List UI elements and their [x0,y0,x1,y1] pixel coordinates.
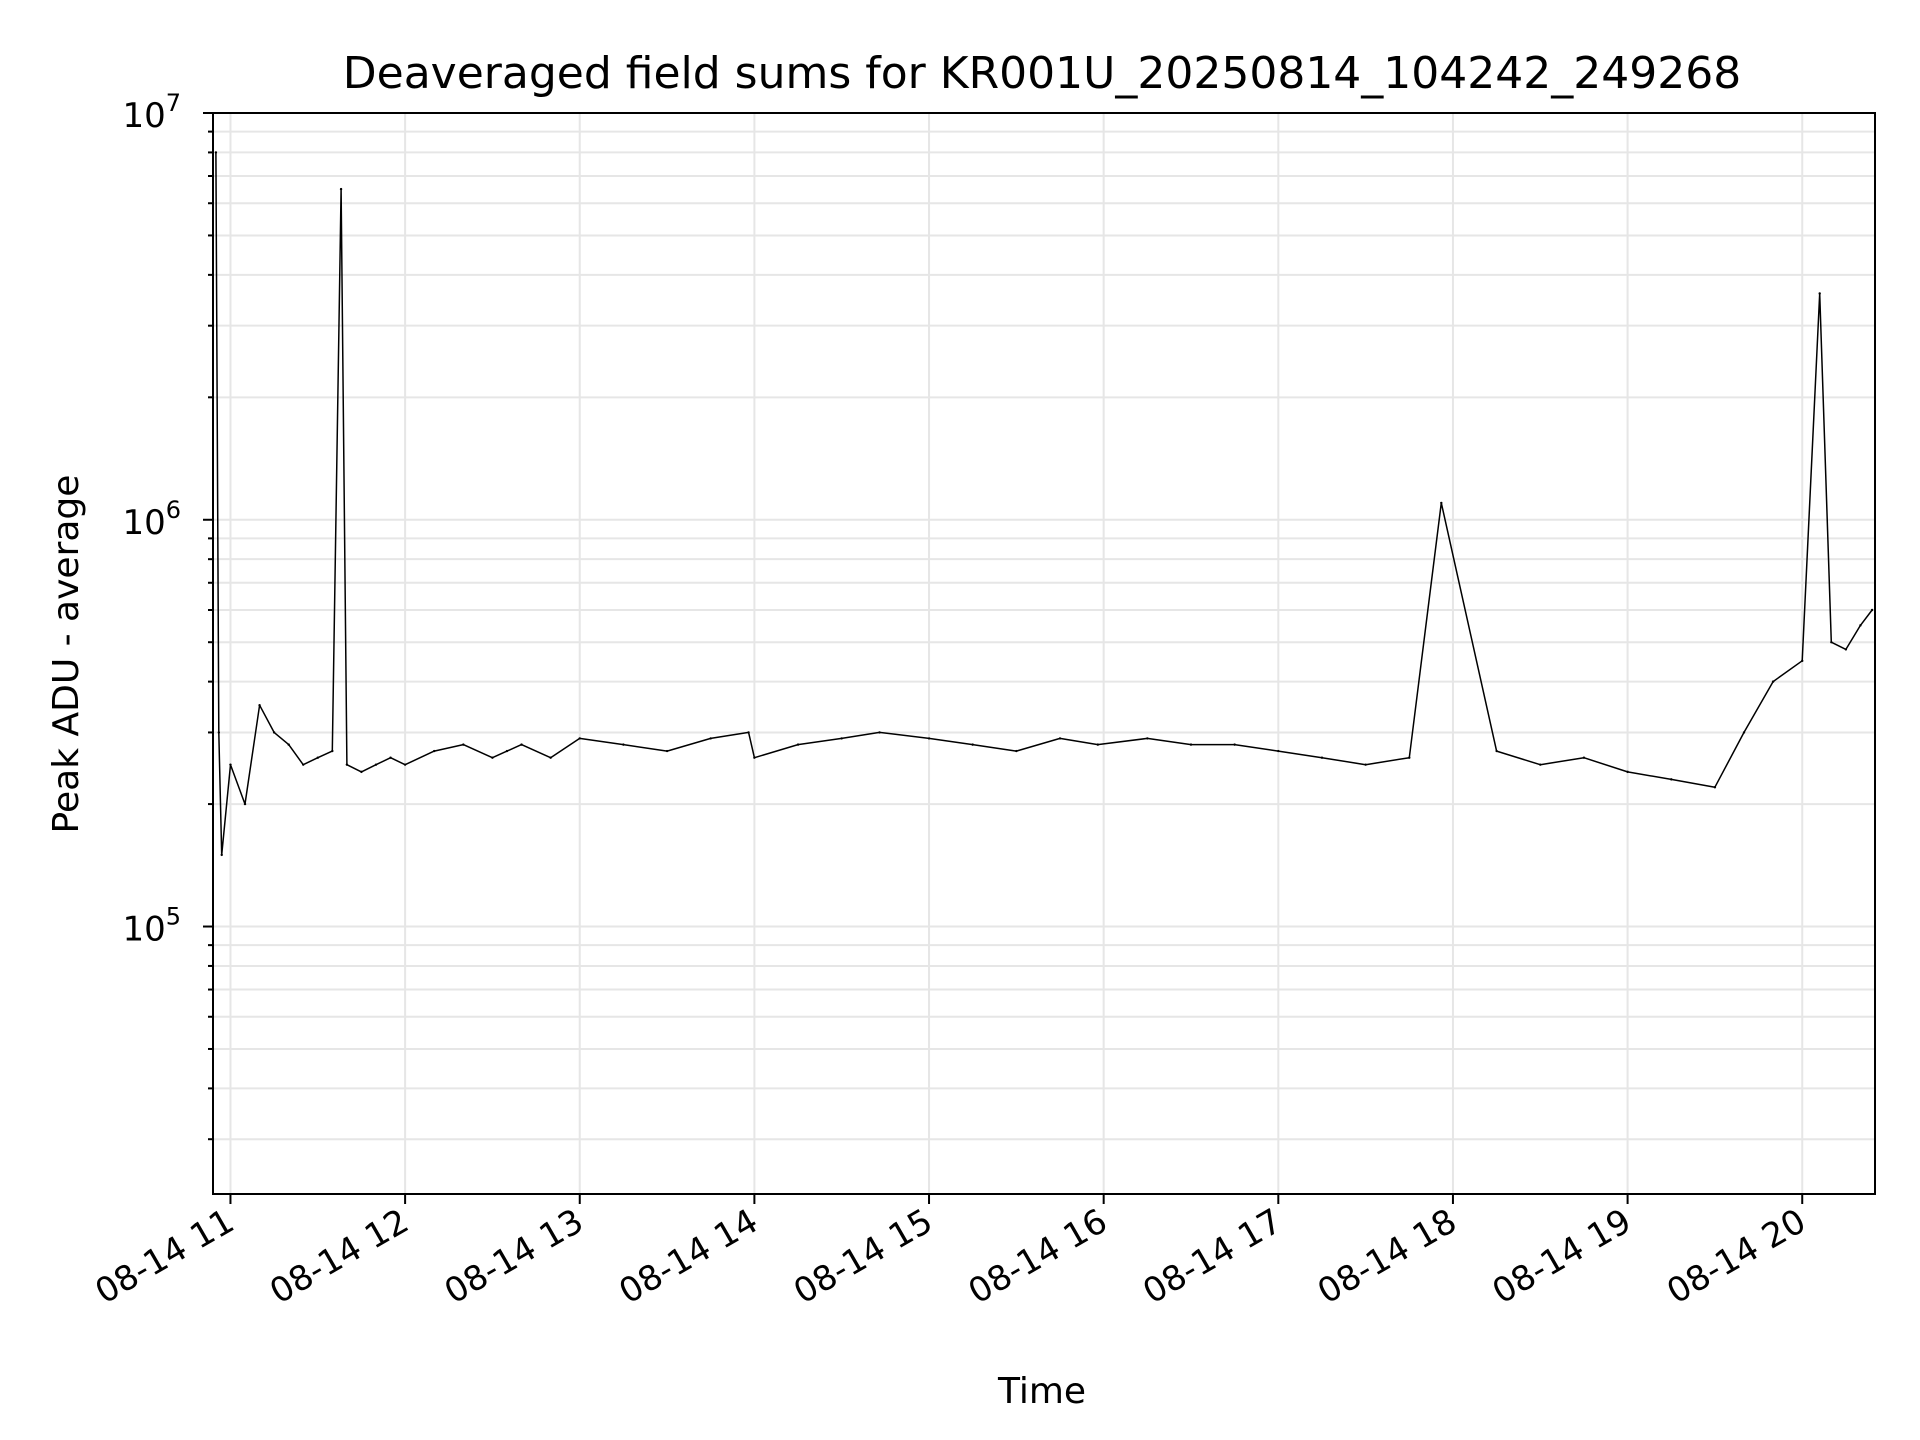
y-axis-label: Peak ADU - average [46,475,87,834]
data-point [709,737,712,740]
x-tick-label: 08-14 14 [612,1201,764,1312]
data-point [1870,608,1874,612]
data-point [345,763,349,766]
data-point [1818,292,1821,295]
data-point [1713,786,1717,789]
data-point [1320,756,1324,759]
data-point [1364,763,1367,766]
data-point [1440,501,1443,505]
data-point [796,743,800,746]
data-point [1830,641,1833,644]
data-point [1189,743,1193,746]
data-point [214,151,218,154]
x-tick-label: 08-14 18 [1311,1201,1463,1312]
x-tick-label: 08-14 12 [263,1201,415,1312]
x-tick-label: 08-14 15 [787,1201,939,1312]
x-tick-label: 08-14 19 [1486,1201,1638,1312]
data-point [1408,756,1411,759]
grid-lines [213,112,1875,1194]
series-line [215,152,1873,856]
data-point [549,756,552,759]
data-point [1146,737,1149,740]
data-point [1626,770,1629,774]
data-point [1742,731,1746,734]
data-point [462,743,465,746]
x-tick-label: 08-14 20 [1660,1201,1812,1312]
data-point [1096,743,1100,746]
y-axis: 105 106 107 [122,89,213,1141]
data-point [753,756,756,759]
data-point [1582,756,1586,759]
data-point [1495,749,1498,753]
data-point [1801,659,1804,663]
data-point [1670,778,1673,781]
plot-frame [212,112,1876,1195]
data-point [302,763,305,766]
data-point [1015,749,1018,753]
data-point [622,743,625,746]
x-tick-label: 08-14 17 [1136,1201,1288,1312]
x-axis: 08-14 11 08-14 12 08-14 13 08-14 14 08-14 15… [89,1194,1813,1312]
data-point [360,770,363,774]
data-point [878,731,881,734]
data-point [747,731,750,734]
data-point [217,731,221,734]
data-point [272,731,276,734]
x-axis-label: Time [997,1371,1086,1412]
x-tick-label: 08-14 13 [438,1201,590,1312]
data-point [258,704,261,707]
y-tick-label: 107 [122,89,181,136]
data-point [1859,624,1862,627]
data-point [505,749,509,753]
data-point [578,737,581,740]
data-point [220,853,223,857]
data-point [971,743,974,746]
x-tick-label: 08-14 16 [962,1201,1114,1312]
data-point [339,187,343,191]
data-point [491,756,494,759]
data-point [840,737,843,740]
data-point [927,737,931,740]
x-tick-label: 08-14 11 [89,1201,241,1312]
y-tick-label: 105 [122,903,181,950]
data-point [1539,763,1542,766]
data-point [665,749,669,753]
series-layer [214,151,1874,857]
data-point [1844,648,1848,651]
data-point [389,756,392,759]
data-point [287,743,290,746]
data-point [374,763,378,766]
data-point [331,749,334,753]
data-point [1058,737,1062,740]
data-point [520,743,523,746]
data-point [1233,743,1236,746]
chart-title: Deaveraged field sums for KR001U_2025081… [343,48,1741,99]
data-point [1277,749,1280,753]
data-point [433,749,436,753]
data-point [316,756,319,759]
data-point [403,763,407,766]
data-point [243,802,247,806]
y-tick-label: 106 [122,496,181,543]
data-point [1771,680,1775,683]
data-point [229,763,232,766]
